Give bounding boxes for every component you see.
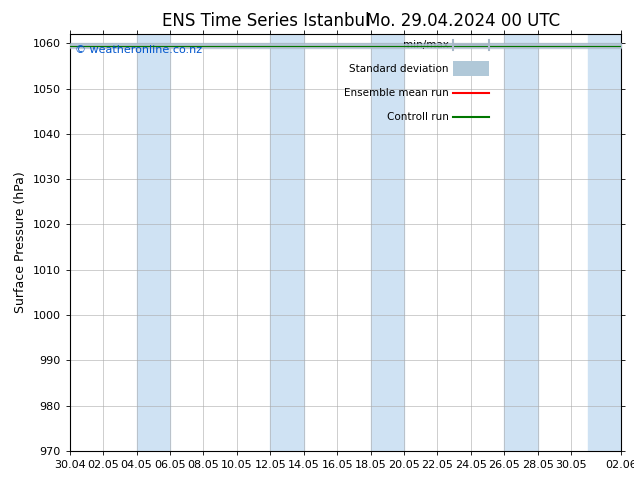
Text: ENS Time Series Istanbul: ENS Time Series Istanbul bbox=[162, 12, 370, 30]
Text: min/max: min/max bbox=[403, 40, 449, 49]
Bar bbox=[136, 34, 170, 451]
Bar bbox=[371, 34, 404, 451]
Text: Controll run: Controll run bbox=[387, 112, 449, 122]
Bar bbox=[588, 34, 621, 451]
Bar bbox=[270, 34, 304, 451]
Bar bbox=[504, 34, 538, 451]
Text: Standard deviation: Standard deviation bbox=[349, 64, 449, 74]
Bar bbox=[453, 61, 489, 76]
Text: Ensemble mean run: Ensemble mean run bbox=[344, 88, 449, 98]
Text: Mo. 29.04.2024 00 UTC: Mo. 29.04.2024 00 UTC bbox=[366, 12, 560, 30]
Text: © weatheronline.co.nz: © weatheronline.co.nz bbox=[75, 45, 202, 55]
Y-axis label: Surface Pressure (hPa): Surface Pressure (hPa) bbox=[14, 172, 27, 314]
